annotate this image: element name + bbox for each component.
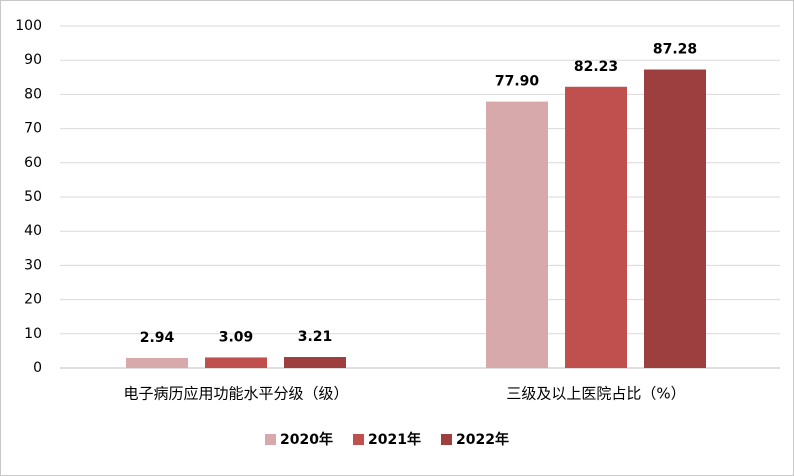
value-label: 77.90 xyxy=(495,74,540,90)
legend-label: 2021年 xyxy=(368,431,421,448)
bar xyxy=(644,69,706,368)
x-tick-label: 电子病历应用功能水平分级（级） xyxy=(123,385,348,403)
legend-label: 2020年 xyxy=(280,431,333,448)
y-tick-label: 80 xyxy=(24,86,42,102)
x-tick-label: 三级及以上医院占比（%） xyxy=(506,385,685,403)
y-tick-label: 0 xyxy=(33,360,42,376)
bar xyxy=(205,357,267,368)
value-label: 3.09 xyxy=(219,329,254,345)
bar xyxy=(126,357,188,368)
y-tick-label: 30 xyxy=(24,257,42,273)
y-tick-label: 20 xyxy=(24,292,42,308)
value-label: 87.28 xyxy=(653,42,697,58)
y-tick-label: 70 xyxy=(24,121,42,137)
legend-label: 2022年 xyxy=(456,431,509,448)
legend-swatch xyxy=(441,434,452,445)
value-label: 2.94 xyxy=(140,330,175,346)
y-tick-label: 40 xyxy=(24,223,42,239)
bar xyxy=(486,101,548,368)
legend-swatch xyxy=(265,434,276,445)
y-tick-label: 60 xyxy=(24,155,42,171)
value-label: 82.23 xyxy=(574,59,618,75)
value-label: 3.21 xyxy=(298,329,333,345)
bar xyxy=(284,357,346,368)
y-tick-label: 100 xyxy=(15,18,42,34)
y-tick-label: 50 xyxy=(24,189,42,205)
y-tick-label: 10 xyxy=(24,326,42,342)
y-tick-label: 90 xyxy=(24,52,42,68)
bar xyxy=(565,86,627,368)
legend-swatch xyxy=(353,434,364,445)
